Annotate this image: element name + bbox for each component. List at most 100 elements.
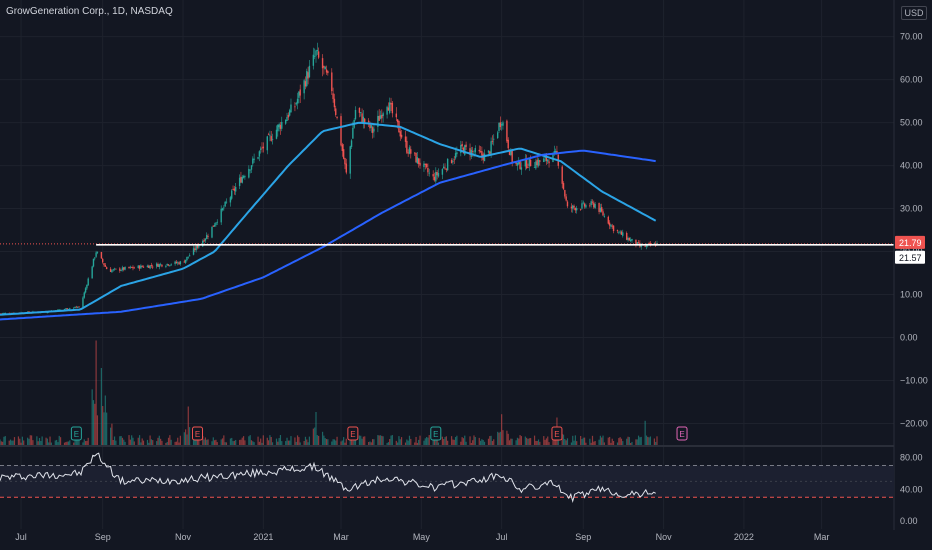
candle-body [572,205,574,209]
candle-body [627,237,629,241]
volume-bar [204,437,206,445]
candle-body [539,160,541,162]
candle-body [120,270,122,272]
volume-bar [177,437,179,445]
volume-bar [9,439,12,445]
candle-body [345,163,347,173]
candle-body [96,252,99,254]
candle-body [76,306,79,308]
volume-bar [564,439,566,445]
candle-body [288,110,291,116]
candle-body [636,242,638,246]
volume-bar [0,441,2,445]
volume-bar [152,440,154,445]
candle-body [112,269,114,271]
volume-bar [324,438,326,445]
candle-body [589,205,591,207]
volume-bar [165,442,167,445]
candle-body [202,240,204,247]
volume-bar [548,442,550,445]
volume-bar [570,442,573,445]
last-price-badge-label: 21.79 [899,238,922,248]
candle-body [510,150,512,155]
date-axis-tick-label: Mar [333,532,349,542]
candle-body [133,267,135,269]
volume-bar [262,435,264,445]
volume-bar [321,431,324,445]
volume-bar [38,437,41,445]
volume-bar [414,442,416,445]
candle-body [195,245,197,251]
volume-bar [249,435,251,445]
volume-bar [223,435,225,445]
candle-body [95,252,97,257]
candle-body [166,263,168,266]
volume-bar [132,437,134,445]
candle-body [312,54,315,66]
volume-bar [4,436,6,445]
candle-body [229,197,232,203]
candle-body [287,114,290,118]
candle-body [618,231,620,233]
volume-bar [508,440,511,445]
candle-body [612,225,615,232]
candle-body [511,150,513,163]
volume-bar [299,442,301,445]
candle-body [478,149,480,152]
volume-bar [185,429,187,445]
moving-average-fast-line [0,121,657,316]
candle-body [307,72,309,79]
candle-body [331,72,333,92]
candle-body [399,131,401,137]
candle-body [240,176,242,183]
candle-body [527,167,529,169]
candle-body [594,204,596,208]
volume-bar [636,439,638,445]
volume-bar [113,436,116,445]
candle-body [433,176,436,181]
volume-bar [266,437,268,445]
volume-bar [121,437,124,445]
candle-body [573,205,575,208]
volume-bar [250,440,253,445]
volume-bar [261,442,263,445]
candle-body [183,261,186,263]
candle-body [460,145,462,153]
candle-body [553,151,556,154]
candle-body [410,149,412,154]
volume-bar [129,439,131,445]
volume-bar [452,439,454,445]
candle-body [278,124,280,128]
volume-bar [82,442,84,445]
candle-body [361,113,363,123]
volume-bar [340,441,342,445]
candle-body [244,176,246,178]
support-level-badge-label: 21.57 [899,253,922,263]
candle-body [279,124,282,129]
candle-body [308,65,311,78]
candle-body [436,171,438,176]
volume-bar [49,436,51,445]
volume-bar [271,442,274,445]
candle-body [270,136,272,141]
candle-body [637,242,640,244]
volume-bar [133,441,135,445]
candle-body [506,120,508,142]
volume-bar [528,438,530,445]
currency-button[interactable]: USD [901,6,927,20]
candle-body [561,166,563,184]
volume-bar [472,440,474,445]
candle-body [232,189,234,190]
price-axis-tick-label: 0.00 [900,333,918,343]
candle-body [294,106,296,108]
date-axis-tick-label: Nov [175,532,192,542]
volume-bar [565,440,567,445]
candle-body [86,284,88,289]
volume-bar [290,436,292,445]
volume-bar [333,439,336,445]
volume-bar [410,438,412,445]
date-axis-tick-label: 2022 [734,532,754,542]
volume-bar [352,440,354,445]
volume-bar [631,441,633,445]
